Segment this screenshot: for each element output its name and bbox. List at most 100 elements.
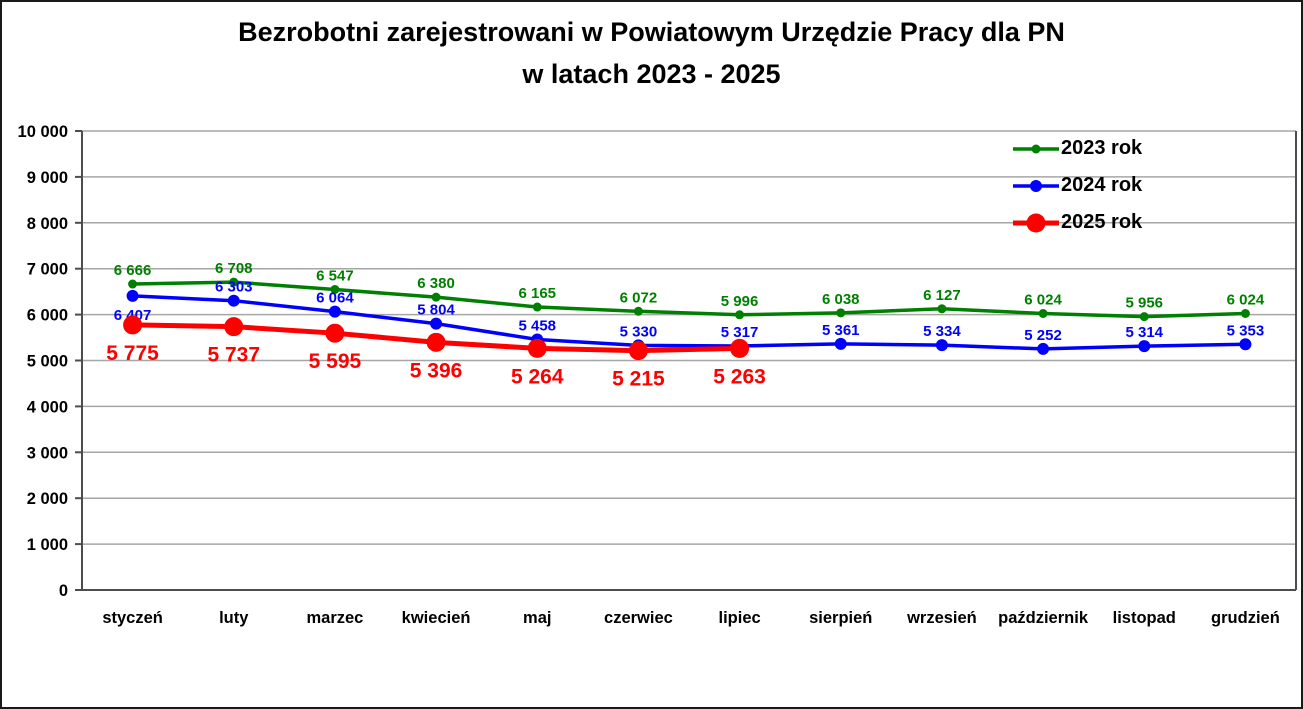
y-axis-label: 10 000 xyxy=(18,123,68,141)
data-point xyxy=(1139,312,1149,322)
data-label: 5 314 xyxy=(1125,324,1163,341)
data-label: 5 775 xyxy=(106,342,159,365)
data-label: 5 737 xyxy=(207,344,260,367)
legend-marker xyxy=(1031,144,1041,153)
legend-label-2023: 2023 rok xyxy=(1061,137,1143,159)
series-line-2024-rok xyxy=(132,294,1246,351)
data-point xyxy=(935,339,948,352)
data-label: 5 264 xyxy=(511,365,564,388)
legend: 2023 rok 2024 rok 2025 rok xyxy=(1013,130,1142,241)
data-label: 6 038 xyxy=(822,291,860,308)
data-point xyxy=(532,302,542,312)
data-label: 5 317 xyxy=(721,324,759,341)
x-axis-label: listopad xyxy=(1113,609,1176,627)
data-point xyxy=(224,317,244,337)
data-point xyxy=(628,341,648,361)
data-point xyxy=(527,338,547,358)
x-axis-label: kwiecień xyxy=(402,609,471,627)
y-axis-label: 1 000 xyxy=(27,536,68,554)
data-label: 6 072 xyxy=(620,289,658,306)
x-axis-label: czerwiec xyxy=(604,609,673,627)
data-label: 6 064 xyxy=(316,290,354,307)
data-point xyxy=(1138,340,1151,353)
legend-label-2024: 2024 rok xyxy=(1061,174,1143,196)
data-label: 6 666 xyxy=(114,262,152,279)
y-axis-label: 4 000 xyxy=(27,398,68,416)
data-point xyxy=(836,308,846,318)
data-point xyxy=(126,289,139,302)
data-label: 5 263 xyxy=(713,365,766,388)
data-label: 6 380 xyxy=(417,275,455,292)
legend-marker xyxy=(1030,179,1042,192)
data-point xyxy=(1239,338,1252,351)
y-axis-label: 0 xyxy=(59,582,68,600)
data-point xyxy=(330,284,340,294)
legend-line-marker-icon-2025 xyxy=(1013,213,1059,232)
data-label: 6 024 xyxy=(1024,291,1062,308)
data-point xyxy=(431,292,441,302)
data-point xyxy=(128,279,138,289)
data-label: 5 956 xyxy=(1125,295,1163,312)
legend-entry-2025: 2025 rok xyxy=(1013,204,1142,241)
data-label: 5 458 xyxy=(518,317,556,334)
y-axis-label: 8 000 xyxy=(27,215,68,233)
data-label: 5 330 xyxy=(620,323,658,340)
y-axis-label: 9 000 xyxy=(27,169,68,187)
data-label: 5 361 xyxy=(822,322,860,339)
data-point xyxy=(730,338,750,358)
legend-entry-2024: 2024 rok xyxy=(1013,167,1142,204)
x-axis-label: maj xyxy=(523,609,551,627)
x-axis-label: lipiec xyxy=(718,609,760,627)
data-label: 5 215 xyxy=(612,368,665,391)
series-line-2023-rok xyxy=(132,280,1246,319)
data-point xyxy=(123,315,143,335)
y-axis-label: 3 000 xyxy=(27,444,68,462)
data-point xyxy=(430,317,443,330)
data-label: 5 334 xyxy=(923,323,961,340)
data-label: 5 353 xyxy=(1227,322,1265,339)
x-axis-label: wrzesień xyxy=(906,609,977,627)
data-label: 6 165 xyxy=(518,285,556,302)
data-label: 6 303 xyxy=(215,279,253,296)
legend-line-marker-icon-2024 xyxy=(1013,179,1059,192)
x-axis-label: luty xyxy=(219,609,249,627)
data-point xyxy=(229,277,239,287)
data-point xyxy=(426,332,446,352)
y-axis-label: 5 000 xyxy=(27,353,68,371)
legend-entry-2023: 2023 rok xyxy=(1013,130,1142,167)
y-axis-label: 2 000 xyxy=(27,490,68,508)
chart-title-line1: Bezrobotni zarejestrowani w Powiatowym U… xyxy=(238,17,1065,47)
data-point xyxy=(1038,308,1048,318)
data-point xyxy=(633,306,643,316)
data-label: 5 804 xyxy=(417,302,455,319)
data-point xyxy=(1240,308,1250,318)
y-axis-label: 6 000 xyxy=(27,307,68,325)
data-label: 5 396 xyxy=(410,359,463,382)
data-point xyxy=(227,294,240,307)
data-label: 5 996 xyxy=(721,293,759,310)
legend-label-2025: 2025 rok xyxy=(1061,211,1143,233)
data-point xyxy=(325,323,345,343)
legend-line-marker-icon-2023 xyxy=(1013,144,1059,153)
legend-marker xyxy=(1026,213,1046,232)
data-label: 6 407 xyxy=(114,307,152,324)
chart-title: Bezrobotni zarejestrowani w Powiatowym U… xyxy=(2,12,1301,94)
data-label: 5 252 xyxy=(1024,327,1062,344)
data-label: 6 127 xyxy=(923,287,961,304)
data-point xyxy=(735,310,745,320)
data-label: 6 708 xyxy=(215,260,253,277)
y-axis-label: 7 000 xyxy=(27,261,68,279)
x-axis-label: marzec xyxy=(306,609,363,627)
data-point xyxy=(834,337,847,350)
chart-title-line2: w latach 2023 - 2025 xyxy=(522,59,781,89)
data-label: 6 024 xyxy=(1227,291,1265,308)
x-axis-label: październik xyxy=(998,609,1089,627)
data-label: 6 547 xyxy=(316,267,354,284)
data-point xyxy=(328,305,341,318)
x-axis-label: grudzień xyxy=(1211,609,1280,627)
data-point xyxy=(1037,342,1050,355)
x-axis-label: sierpień xyxy=(809,609,872,627)
data-point xyxy=(937,304,947,314)
